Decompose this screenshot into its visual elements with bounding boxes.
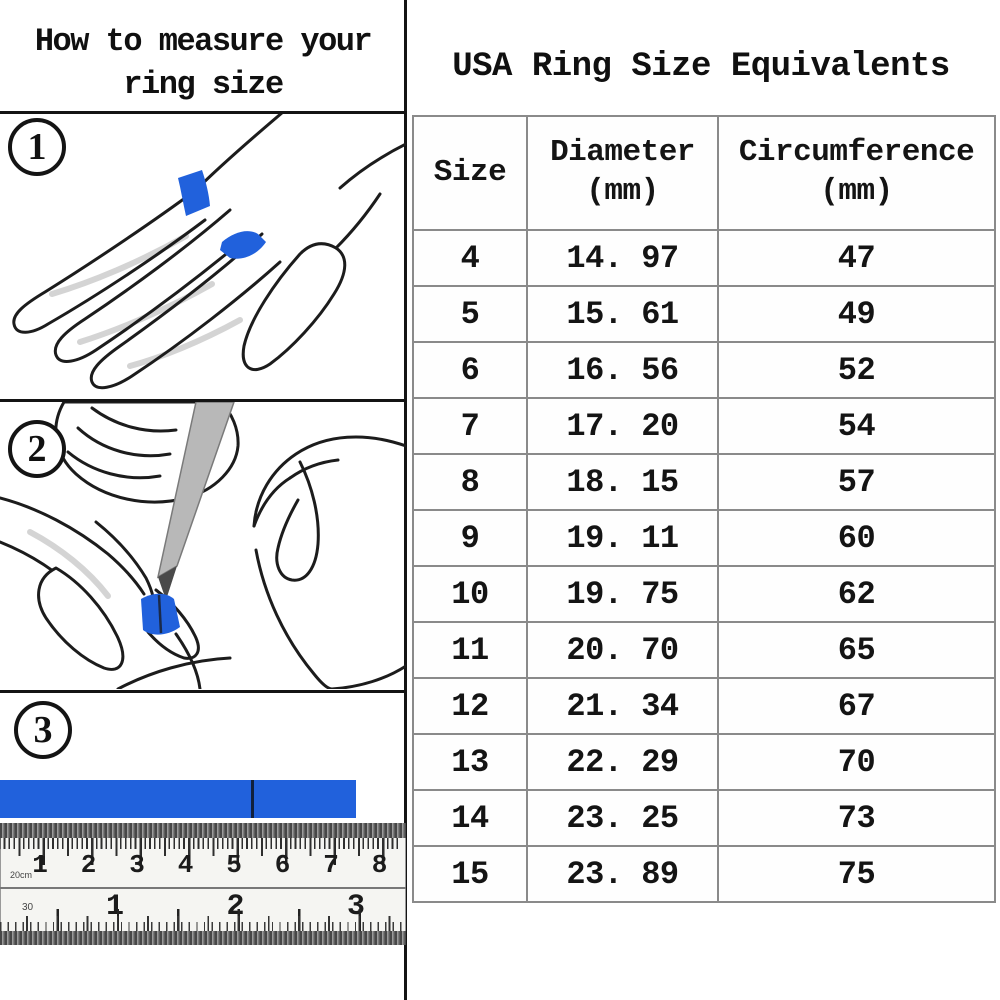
ruler-cm-unit-label: 20cm (10, 870, 33, 880)
ring-size-cell: 13 (412, 733, 528, 791)
circumference-cell: 62 (717, 565, 996, 623)
step-2-badge: 2 (8, 420, 66, 478)
hand-with-strip-illustration (12, 114, 406, 390)
circumference-cell: 73 (717, 789, 996, 847)
diameter-cell: 23. 25 (526, 789, 719, 847)
step-1-badge: 1 (8, 118, 66, 176)
diameter-cell: 14. 97 (526, 229, 719, 287)
paper-strip-segment (178, 170, 210, 216)
panel-divider (404, 0, 407, 1000)
circumference-cell: 70 (717, 733, 996, 791)
step-2-number: 2 (27, 428, 47, 470)
left-title-line1: How to measure your (34, 23, 373, 60)
step-3-badge: 3 (14, 701, 72, 759)
ruler-cm-label: 7 (323, 850, 339, 880)
ruler-cm-ticks (0, 838, 406, 865)
ruler-cm-label: 2 (80, 850, 97, 880)
table-header-row: Size Diameter (mm) Circumference (mm) (412, 115, 996, 231)
ring-size-cell: 6 (412, 341, 528, 399)
diameter-cell: 17. 20 (526, 397, 719, 455)
step-2-section: 2 (0, 402, 406, 689)
ring-size-cell: 12 (412, 677, 528, 735)
diameter-column-header: Diameter (mm) (526, 115, 719, 231)
table-row: 11 20. 70 65 (412, 621, 996, 679)
section-divider-3 (0, 690, 406, 693)
circumference-cell: 52 (717, 341, 996, 399)
diameter-cell: 19. 75 (526, 565, 719, 623)
ruler-scale-divider (0, 887, 406, 889)
table-row: 6 16. 56 52 (412, 341, 996, 399)
ruler-cm-label: 4 (177, 850, 194, 880)
ring-size-cell: 5 (412, 285, 528, 343)
ruler-cm-label: 1 (32, 850, 48, 880)
left-title-line2: ring size (123, 66, 284, 104)
paper-strip-bar (0, 780, 356, 818)
ruler-top-edge (0, 823, 406, 838)
circumference-cell: 47 (717, 229, 996, 287)
ring-size-cell: 14 (412, 789, 528, 847)
table-row: 9 19. 11 60 (412, 509, 996, 567)
ring-size-cell: 4 (412, 229, 528, 287)
table-row: 14 23. 25 73 (412, 789, 996, 847)
section-divider-1 (0, 111, 406, 114)
ruler-cm-label: 5 (226, 850, 242, 880)
ruler-inch-ticks (0, 909, 406, 931)
circumference-cell: 65 (717, 621, 996, 679)
circumference-cell: 57 (717, 453, 996, 511)
diameter-cell: 22. 29 (526, 733, 719, 791)
ruler-inch-unit-label: 30 (22, 902, 34, 913)
right-title: USA Ring Size Equivalents (452, 48, 950, 86)
step-1-section: 1 (0, 114, 406, 398)
circumference-column-header: Circumference (mm) (717, 115, 996, 231)
table-row: 4 14. 97 47 (412, 229, 996, 287)
paper-strip-fold (220, 231, 266, 259)
ring-size-cell: 15 (412, 845, 528, 903)
circumference-cell: 67 (717, 677, 996, 735)
diameter-cell: 18. 15 (526, 453, 719, 511)
ring-size-cell: 7 (412, 397, 528, 455)
ring-size-cell: 11 (412, 621, 528, 679)
ruler-cm-label: 3 (129, 850, 145, 880)
marking-strip-with-pen-illustration (0, 402, 406, 689)
circumference-cell: 54 (717, 397, 996, 455)
table-row: 15 23. 89 75 (412, 845, 996, 903)
ruler-bottom-edge (0, 931, 406, 945)
ruler-cm-label: 8 (371, 850, 388, 880)
circumference-cell: 49 (717, 285, 996, 343)
strip-mark (251, 780, 254, 818)
table-row: 12 21. 34 67 (412, 677, 996, 735)
diameter-cell: 15. 61 (526, 285, 719, 343)
diameter-cell: 20. 70 (526, 621, 719, 679)
circumference-cell: 75 (717, 845, 996, 903)
ring-size-cell: 9 (412, 509, 528, 567)
left-title: How to measure your ring size (0, 20, 406, 106)
ring-size-cell: 10 (412, 565, 528, 623)
pen-mark-line (157, 594, 163, 634)
table-body: 4 14. 97 47 5 15. 61 49 6 16. 56 52 7 17. 20 54 8 18.… (412, 229, 996, 903)
table-row: 8 18. 15 57 (412, 453, 996, 511)
table-row: 10 19. 75 62 (412, 565, 996, 623)
ring-size-cell: 8 (412, 453, 528, 511)
section-divider-2 (0, 399, 406, 402)
step-1-number: 1 (27, 126, 47, 168)
diameter-cell: 16. 56 (526, 341, 719, 399)
table-row: 7 17. 20 54 (412, 397, 996, 455)
table-row: 13 22. 29 70 (412, 733, 996, 791)
pen-tip (158, 566, 177, 600)
diameter-cell: 23. 89 (526, 845, 719, 903)
ruler-cm-label: 6 (274, 850, 291, 880)
table-row: 5 15. 61 49 (412, 285, 996, 343)
circumference-cell: 60 (717, 509, 996, 567)
diameter-cell: 21. 34 (526, 677, 719, 735)
diameter-cell: 19. 11 (526, 509, 719, 567)
size-column-header: Size (412, 115, 528, 231)
step-3-number: 3 (33, 709, 53, 751)
